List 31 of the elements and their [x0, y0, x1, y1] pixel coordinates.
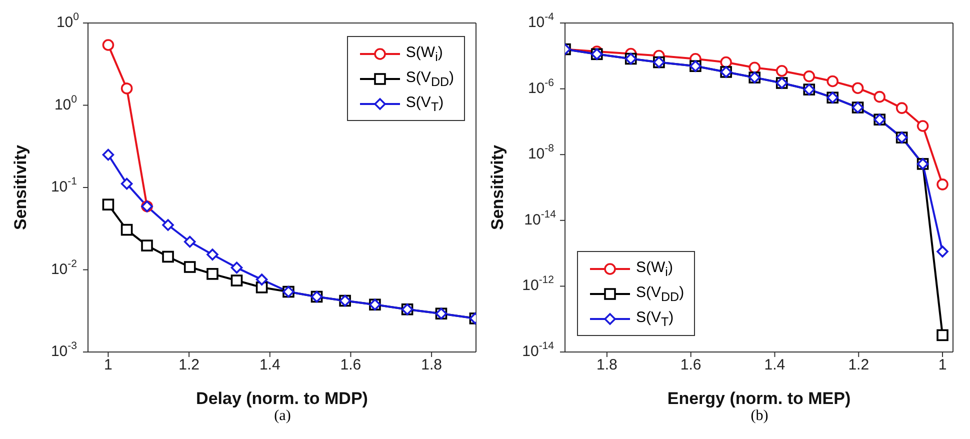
x-tick-label: 1.4	[259, 356, 280, 374]
y-tick-label: 10$^{-14}$	[522, 340, 554, 360]
x-tick-label: 1	[938, 356, 947, 374]
x-tick-label: 1.8	[421, 356, 442, 374]
x-tick-label: 1.4	[764, 356, 786, 374]
y-tick-label: 10$^{-2}$	[50, 258, 78, 278]
x-tick-label: 1.6	[680, 356, 702, 374]
legend-label: S(V$_{T}$)	[636, 308, 674, 328]
y-axis-title: Sensitivity	[11, 144, 30, 230]
legend-label: S(V$_{T}$)	[406, 94, 444, 114]
x-tick-label: 1.2	[848, 356, 870, 374]
x-tick-label: 1.2	[178, 356, 200, 374]
y-tick-label: 10$^{-1}$	[50, 175, 78, 196]
text: (a)	[273, 408, 292, 425]
y-tick-label: 10$^{-3}$	[50, 340, 78, 360]
y-tick-label: 10$^{0}$	[54, 93, 78, 114]
legend-label: S(V$_{DD}$)	[406, 68, 454, 88]
x-tick-label: 1	[104, 356, 112, 374]
y-tick-label: 10$^{-12}$	[522, 274, 554, 294]
text: (b)	[750, 408, 770, 425]
x-axis-title: Delay (norm. to MDP)	[196, 389, 368, 408]
legend-label: S(W$_{i}$)	[406, 44, 443, 64]
legend-label: S(W$_{i}$)	[636, 258, 673, 278]
legend-label: S(V$_{DD}$)	[636, 284, 684, 304]
y-axis-title: Sensitivity	[488, 144, 508, 230]
y-tick-label: 10$^{-8}$	[528, 142, 554, 163]
x-tick-label: 1.8	[596, 356, 618, 374]
y-tick-label: 10$^{-6}$	[528, 76, 554, 97]
y-tick-label: 10$^{-4}$	[528, 10, 554, 31]
x-tick-label: 1.6	[340, 356, 362, 374]
x-axis-title: Energy (norm. to MEP)	[667, 389, 851, 408]
